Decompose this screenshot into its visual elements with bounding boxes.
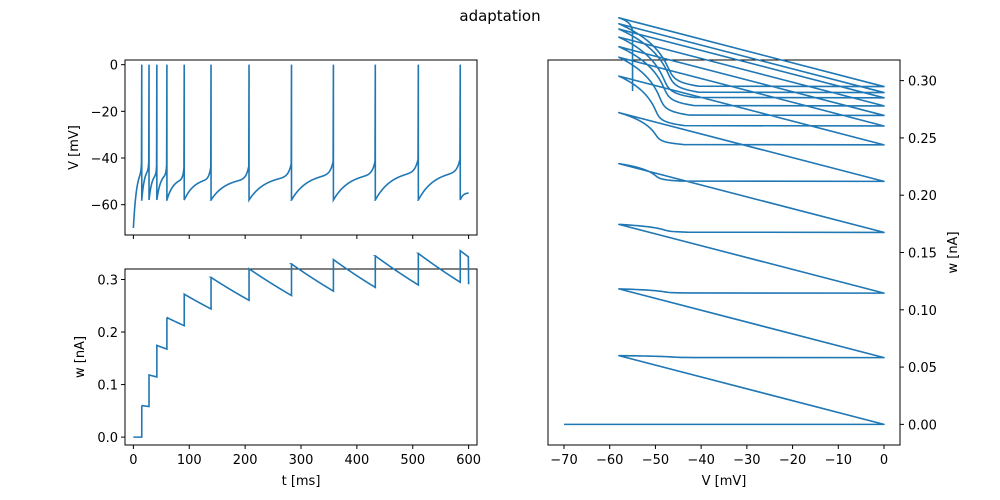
phase-ytick-label: 0.05	[908, 361, 937, 376]
phase-ytick-label: 0.25	[908, 132, 937, 147]
w-xtick-label: 0	[129, 453, 137, 468]
phase-plane-panel: −70 −60 −50 −40 −30 −20 −10 0 0.00 0.05 0.10 0.15 0.…	[547, 17, 961, 489]
phase-ylabel: w [nA]	[946, 231, 961, 273]
phase-ytick-label: 0.15	[908, 247, 937, 262]
phase-xtick-label: 0	[880, 453, 888, 468]
w-ytick-label: 0.2	[97, 326, 118, 341]
w-xtick-label: 500	[400, 453, 425, 468]
figure-title: adaptation	[459, 7, 540, 25]
phase-xtick-label: −40	[687, 453, 714, 468]
w-xtick-label: 400	[344, 453, 369, 468]
voltage-ytick-label: −20	[91, 105, 118, 120]
phase-xtick-label: −20	[779, 453, 806, 468]
w-series-line	[133, 249, 470, 438]
voltage-ytick-label: 0	[110, 59, 118, 74]
w-ytick-label: 0.0	[97, 431, 118, 446]
w-xtick-label: 200	[233, 453, 258, 468]
voltage-frame	[124, 59, 478, 236]
voltage-ylabel: V [mV]	[67, 125, 82, 170]
phase-ytick-label: 0.10	[908, 304, 937, 319]
w-xlabel: t [ms]	[282, 474, 321, 489]
voltage-ytick-label: −60	[91, 199, 118, 214]
w-ytick-label: 0.1	[97, 379, 118, 394]
phase-frame	[547, 59, 901, 446]
phase-ytick-label: 0.20	[908, 189, 937, 204]
voltage-ytick-label: −40	[91, 152, 118, 167]
voltage-series-line	[132, 64, 469, 229]
w-xtick-label: 100	[177, 453, 202, 468]
w-ylabel: w [nA]	[73, 336, 88, 378]
w-xtick-label: 600	[456, 453, 481, 468]
phase-xtick-label: −70	[550, 453, 577, 468]
phase-ytick-label: 0.30	[908, 75, 937, 90]
adaptation-current-panel: 0.0 0.1 0.2 0.3 0 100 200 300 400 500 600 w [nA] t […	[73, 249, 481, 489]
phase-ytick-label: 0.00	[908, 418, 937, 433]
w-ytick-label: 0.3	[97, 274, 118, 289]
phase-xtick-label: −50	[642, 453, 669, 468]
phase-xtick-label: −30	[733, 453, 760, 468]
phase-xlabel: V [mV]	[702, 474, 747, 489]
voltage-trace-panel: 0 −20 −40 −60 V [mV]	[67, 59, 478, 239]
phase-xtick-label: −60	[596, 453, 623, 468]
phase-trajectory-line	[564, 17, 885, 426]
w-xtick-label: 300	[289, 453, 314, 468]
w-frame	[124, 268, 478, 446]
phase-xtick-label: −10	[825, 453, 852, 468]
